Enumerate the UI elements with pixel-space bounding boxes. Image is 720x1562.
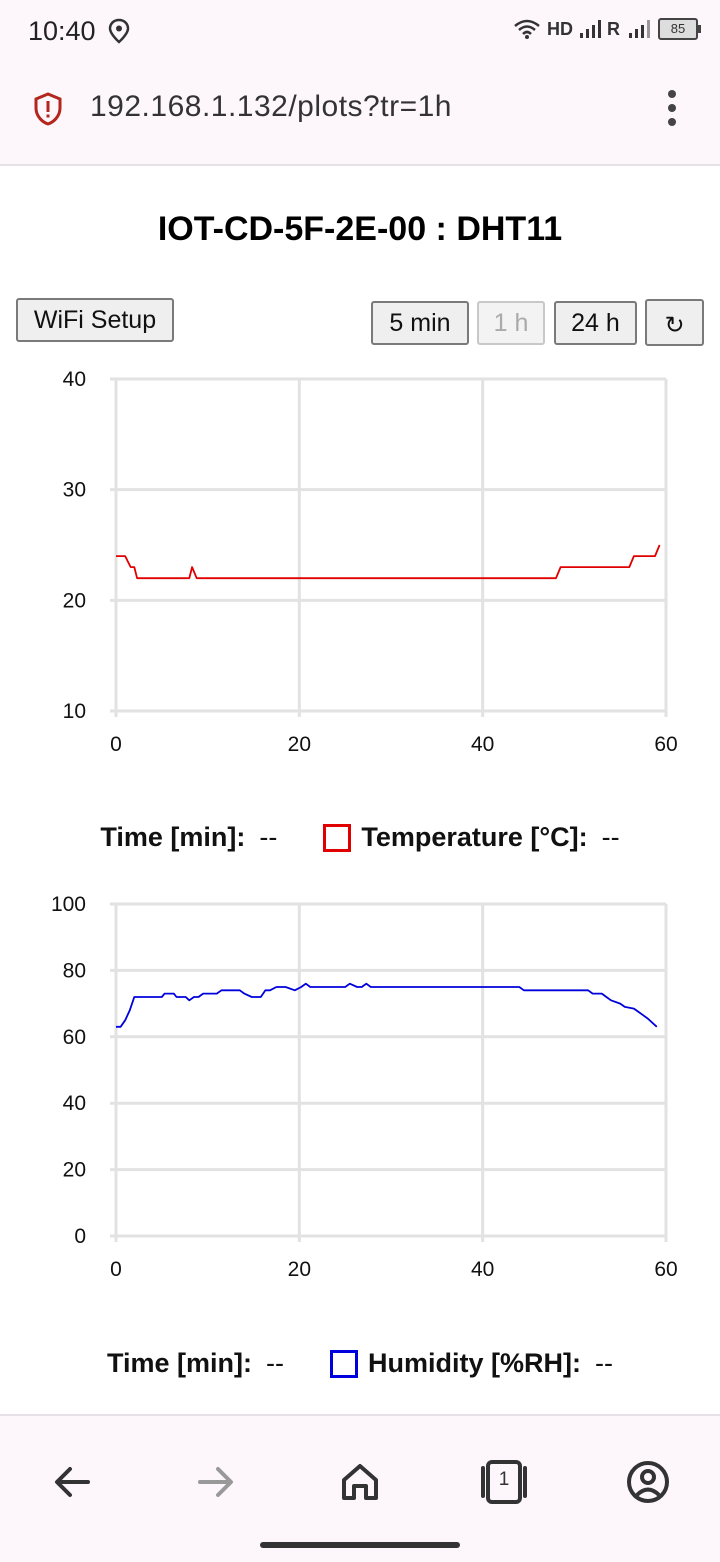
series-line bbox=[116, 544, 661, 580]
humidity-value: -- bbox=[595, 1348, 613, 1378]
shield-warning-icon[interactable] bbox=[33, 92, 63, 126]
home-icon[interactable] bbox=[330, 1452, 390, 1512]
y-tick-label: 0 bbox=[74, 1225, 86, 1248]
x-tick-label: 0 bbox=[110, 733, 122, 756]
range-5min-button[interactable]: 5 min bbox=[371, 301, 469, 345]
wifi-setup-button[interactable]: WiFi Setup bbox=[16, 298, 174, 342]
network-type-label: HD bbox=[547, 18, 573, 39]
time-value: -- bbox=[266, 1348, 285, 1378]
address-bar[interactable]: 192.168.1.132/plots?tr=1h bbox=[90, 90, 452, 123]
y-tick-label: 80 bbox=[63, 959, 86, 982]
x-tick-label: 20 bbox=[288, 1258, 311, 1281]
y-tick-label: 40 bbox=[63, 368, 86, 391]
signal-icon-2 bbox=[629, 20, 650, 38]
location-icon bbox=[108, 18, 130, 44]
x-tick-label: 40 bbox=[471, 733, 494, 756]
y-tick-label: 30 bbox=[63, 479, 86, 502]
temperature-label: Temperature [°C]: bbox=[361, 822, 588, 852]
series-line bbox=[116, 982, 658, 1028]
temperature-legend: Time [min]: -- Temperature [°C]: -- bbox=[0, 822, 720, 853]
temperature-chart: 0 20 40 60 10 20 30 40 bbox=[63, 368, 678, 756]
temperature-value: -- bbox=[601, 822, 620, 852]
humidity-chart: 0 20 40 60 0 20 40 60 80 100 bbox=[51, 893, 678, 1281]
time-label: Time [min]: bbox=[100, 822, 246, 852]
y-tick-label: 60 bbox=[63, 1026, 86, 1049]
range-24h-button[interactable]: 24 h bbox=[554, 301, 637, 345]
signal-icon bbox=[580, 20, 601, 38]
roaming-label: R bbox=[607, 18, 620, 39]
page-title: IOT-CD-5F-2E-00 : DHT11 bbox=[157, 210, 563, 248]
humidity-swatch bbox=[330, 1349, 359, 1378]
status-time: 10:40 bbox=[28, 16, 96, 46]
x-tick-label: 20 bbox=[288, 733, 311, 756]
x-tick-label: 40 bbox=[471, 1258, 494, 1281]
y-tick-label: 20 bbox=[63, 589, 86, 612]
time-label: Time [min]: bbox=[107, 1348, 253, 1378]
back-arrow-icon[interactable] bbox=[42, 1452, 102, 1512]
y-tick-label: 20 bbox=[63, 1159, 86, 1182]
y-tick-label: 100 bbox=[51, 893, 86, 916]
battery-icon: 85 bbox=[658, 18, 701, 40]
account-icon[interactable] bbox=[618, 1452, 678, 1512]
tabs-icon bbox=[481, 1460, 527, 1504]
browser-toolbar: 192.168.1.132/plots?tr=1h bbox=[0, 62, 720, 166]
refresh-icon: ↻ bbox=[664, 312, 685, 339]
y-tick-label: 10 bbox=[63, 700, 86, 723]
home-indicator bbox=[260, 1542, 460, 1548]
forward-arrow-icon bbox=[198, 1467, 233, 1497]
y-tick-label: 40 bbox=[63, 1092, 86, 1115]
humidity-legend: Time [min]: -- Humidity [%RH]: -- bbox=[0, 1348, 720, 1379]
range-1h-button: 1 h bbox=[477, 301, 545, 345]
x-tick-label: 0 bbox=[110, 1258, 122, 1281]
refresh-button[interactable]: ↻ bbox=[645, 299, 704, 346]
tabs-button[interactable]: 1 bbox=[474, 1452, 534, 1512]
tab-count: 1 bbox=[498, 1469, 510, 1490]
temperature-swatch bbox=[323, 823, 352, 852]
browser-bottom-nav: 1 bbox=[0, 1414, 720, 1562]
status-bar: 10:40 HD R 85 bbox=[0, 0, 720, 62]
wifi-icon bbox=[514, 19, 540, 39]
humidity-label: Humidity [%RH]: bbox=[368, 1348, 581, 1378]
x-tick-label: 60 bbox=[654, 733, 677, 756]
time-value: -- bbox=[259, 822, 278, 852]
more-menu-icon[interactable] bbox=[662, 90, 682, 130]
status-icons: HD R 85 bbox=[513, 18, 701, 40]
x-tick-label: 60 bbox=[654, 1258, 677, 1281]
